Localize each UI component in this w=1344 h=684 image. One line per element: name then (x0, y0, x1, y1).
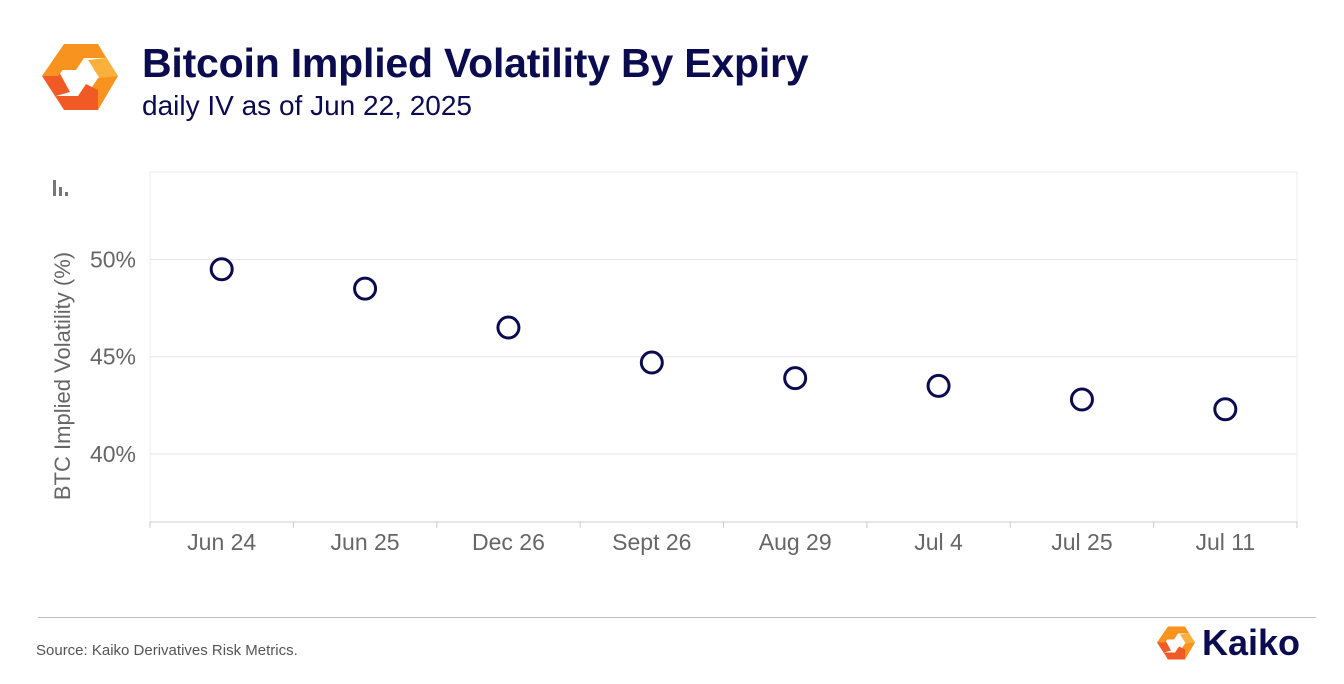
footer-brand: Kaiko (1154, 622, 1314, 670)
y-tick-label: 45% (90, 344, 136, 370)
x-tick-label: Jul 11 (1195, 529, 1255, 555)
x-tick-label: Jun 25 (331, 529, 400, 555)
source-note: Source: Kaiko Derivatives Risk Metrics. (36, 642, 298, 659)
scatter-chart: BTC Implied Volatility (%) 40% 45% 50% Jun… (50, 171, 1298, 555)
x-tick-label: Jul 4 (914, 529, 963, 555)
x-tick-label: Jun 24 (187, 529, 256, 555)
data-point[interactable] (353, 276, 378, 301)
data-point[interactable] (639, 350, 664, 375)
x-tick-label: Dec 26 (472, 529, 545, 555)
y-tick-label: 40% (90, 441, 136, 467)
data-point[interactable] (783, 366, 808, 391)
chart-menu-icon[interactable] (53, 180, 68, 196)
y-axis-title: BTC Implied Volatility (%) (50, 252, 75, 500)
data-point[interactable] (1213, 397, 1238, 422)
data-point[interactable] (209, 257, 234, 282)
data-point[interactable] (1069, 387, 1094, 412)
x-tick-label: Jul 25 (1051, 529, 1112, 555)
kaiko-logo-icon (1157, 626, 1195, 660)
data-point[interactable] (496, 315, 521, 340)
plot-frame (149, 171, 1298, 523)
grid-lines (150, 259, 1297, 455)
footer-divider (38, 617, 1316, 618)
x-tick-label: Sept 26 (612, 529, 691, 555)
data-point[interactable] (926, 373, 951, 398)
chart-subtitle: daily IV as of Jun 22, 2025 (142, 90, 472, 121)
kaiko-logo-icon (42, 44, 118, 110)
y-tick-label: 50% (90, 247, 136, 273)
brand-name: Kaiko (1202, 622, 1301, 663)
x-tick-label: Aug 29 (759, 529, 832, 555)
chart-title: Bitcoin Implied Volatility By Expiry (142, 40, 809, 86)
